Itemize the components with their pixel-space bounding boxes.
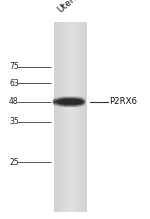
Ellipse shape: [64, 97, 77, 103]
Bar: [80, 22, 81, 212]
Bar: [71, 22, 72, 212]
Bar: [54, 22, 55, 212]
Ellipse shape: [52, 102, 86, 107]
Bar: [65, 22, 66, 212]
Bar: [58, 22, 59, 212]
Bar: [82, 22, 83, 212]
Bar: [78, 22, 79, 212]
Ellipse shape: [58, 99, 71, 105]
Bar: [84, 22, 85, 212]
Bar: [74, 22, 75, 212]
Bar: [73, 22, 74, 212]
Bar: [66, 22, 67, 212]
Bar: [70, 22, 71, 212]
Ellipse shape: [52, 98, 86, 103]
Bar: [67, 22, 68, 212]
Bar: [62, 22, 63, 212]
Text: 25: 25: [9, 157, 19, 167]
Bar: [60, 22, 61, 212]
Ellipse shape: [70, 97, 83, 103]
Bar: [69, 22, 70, 212]
Bar: [75, 22, 76, 212]
Bar: [63, 22, 64, 212]
Bar: [83, 22, 84, 212]
Ellipse shape: [52, 101, 86, 106]
Bar: [82, 22, 83, 212]
Bar: [63, 22, 64, 212]
Ellipse shape: [52, 96, 86, 101]
Text: P2RX6: P2RX6: [110, 97, 138, 106]
Bar: [85, 22, 86, 212]
Bar: [55, 22, 56, 212]
Bar: [77, 22, 78, 212]
Bar: [68, 22, 69, 212]
Bar: [76, 22, 77, 212]
Ellipse shape: [70, 99, 83, 105]
Bar: [81, 22, 82, 212]
Text: 63: 63: [9, 79, 19, 88]
Bar: [72, 22, 73, 212]
Bar: [70, 22, 71, 212]
Text: Uterus: Uterus: [56, 0, 85, 14]
Bar: [61, 22, 62, 212]
Ellipse shape: [70, 101, 83, 107]
Bar: [86, 22, 87, 212]
Bar: [68, 22, 69, 212]
Ellipse shape: [64, 101, 77, 107]
Bar: [61, 22, 62, 212]
Text: 75: 75: [9, 62, 19, 71]
Text: 35: 35: [9, 117, 19, 126]
Bar: [75, 22, 76, 212]
Bar: [64, 22, 65, 212]
Bar: [80, 22, 81, 212]
Bar: [59, 22, 60, 212]
Ellipse shape: [58, 101, 71, 107]
Text: 48: 48: [9, 97, 19, 106]
Bar: [56, 22, 57, 212]
Bar: [57, 22, 58, 212]
Ellipse shape: [58, 97, 71, 103]
Ellipse shape: [64, 99, 77, 105]
Ellipse shape: [52, 99, 86, 104]
Bar: [58, 22, 59, 212]
Bar: [79, 22, 80, 212]
Bar: [54, 22, 55, 212]
Bar: [59, 22, 60, 212]
